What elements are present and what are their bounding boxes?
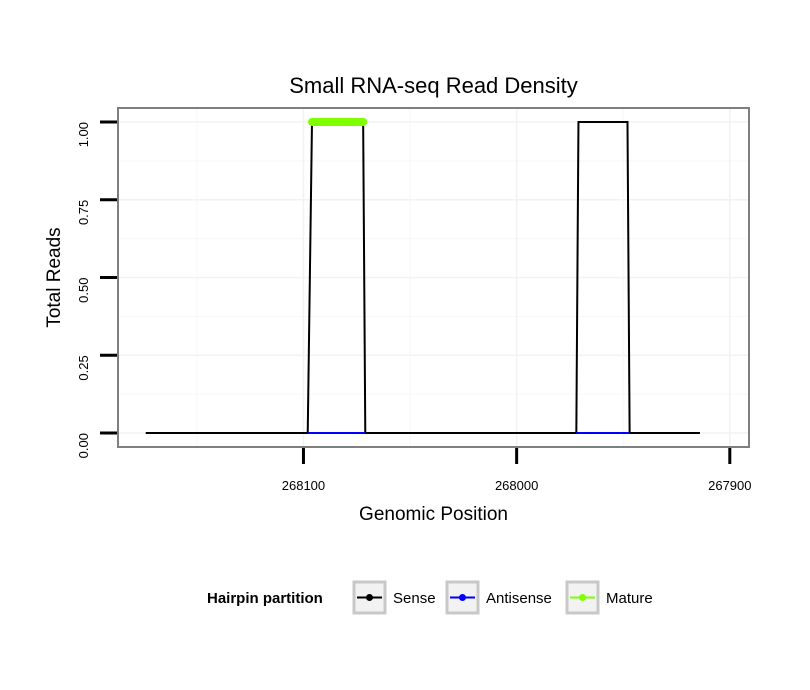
series-line-sense	[145, 120, 700, 435]
series-layer	[145, 117, 700, 435]
y-axis: 0.00 0.25 0.50 0.75 1.00	[76, 120, 117, 458]
legend-key-point	[579, 594, 586, 601]
legend: Hairpin partition Sense Antisense Mature	[207, 580, 653, 615]
legend-item-mature: Mature	[565, 580, 653, 615]
x-tick-label: 268100	[282, 478, 325, 493]
x-axis: 268100 268000 267900	[282, 448, 752, 493]
y-tick-label: 1.00	[76, 122, 91, 147]
legend-label-antisense: Antisense	[486, 590, 552, 607]
legend-key-point	[366, 594, 373, 601]
legend-key-point	[459, 594, 466, 601]
y-tick-label: 0.75	[76, 200, 91, 225]
y-tick-label: 0.25	[76, 355, 91, 380]
y-axis-title: Total Reads	[44, 227, 65, 327]
y-tick-label: 0.00	[76, 433, 91, 458]
x-axis-title: Genomic Position	[359, 504, 508, 525]
legend-title: Hairpin partition	[207, 590, 323, 607]
legend-label-sense: Sense	[393, 590, 436, 607]
x-tick-label: 268000	[495, 478, 538, 493]
y-tick-label: 0.50	[76, 278, 91, 303]
chart-title: Small RNA-seq Read Density	[289, 73, 578, 98]
plot-panel-border	[117, 107, 750, 448]
legend-label-mature: Mature	[606, 590, 653, 607]
grid-lines	[118, 108, 749, 447]
x-tick-label: 267900	[708, 478, 751, 493]
legend-item-antisense: Antisense	[445, 580, 552, 615]
legend-item-sense: Sense	[352, 580, 436, 615]
